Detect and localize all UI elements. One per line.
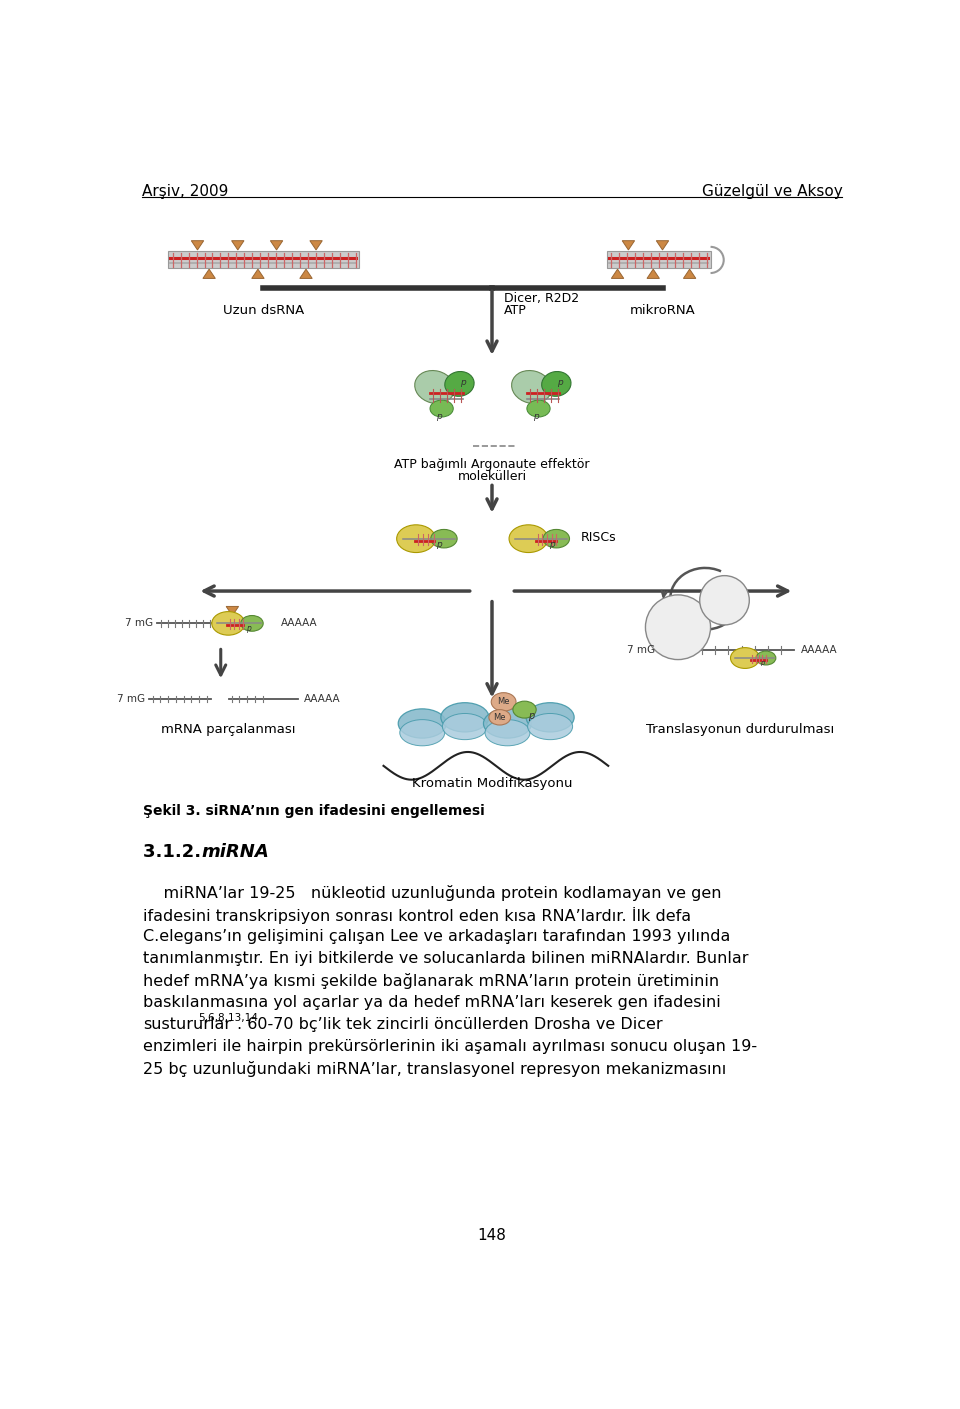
Text: mRNA parçalanması: mRNA parçalanması — [161, 723, 296, 737]
Text: p: p — [460, 378, 466, 387]
Text: Dicer, R2D2: Dicer, R2D2 — [504, 292, 579, 306]
Text: baskılanmasına yol açarlar ya da hedef mRNA’ları keserek gen ifadesini: baskılanmasına yol açarlar ya da hedef m… — [143, 995, 721, 1010]
Circle shape — [700, 576, 750, 626]
Polygon shape — [684, 269, 696, 279]
Ellipse shape — [526, 703, 574, 731]
Text: Translasyonun durdurulması: Translasyonun durdurulması — [646, 723, 834, 737]
Text: Şekil 3. siRNA’nın gen ifadesini engellemesi: Şekil 3. siRNA’nın gen ifadesini engelle… — [143, 805, 485, 819]
Ellipse shape — [431, 530, 457, 548]
Text: p: p — [549, 540, 555, 550]
Polygon shape — [612, 269, 624, 279]
Text: 7 mG: 7 mG — [117, 693, 146, 704]
Text: AAAAA: AAAAA — [303, 693, 340, 704]
Ellipse shape — [430, 400, 453, 417]
Text: p: p — [246, 624, 251, 633]
Ellipse shape — [509, 524, 548, 552]
Ellipse shape — [541, 372, 571, 396]
Ellipse shape — [528, 713, 572, 740]
Text: Güzelgül ve Aksoy: Güzelgül ve Aksoy — [702, 185, 842, 200]
Text: AAAAA: AAAAA — [281, 619, 318, 628]
Ellipse shape — [443, 713, 488, 740]
Polygon shape — [310, 241, 323, 249]
Text: ATP: ATP — [504, 304, 526, 317]
Text: RISCs: RISCs — [581, 531, 616, 544]
Text: p: p — [437, 411, 443, 421]
Text: enzimleri ile hairpin prekürsörlerinin iki aşamalı ayrılması sonucu oluşan 19-: enzimleri ile hairpin prekürsörlerinin i… — [143, 1038, 757, 1054]
Ellipse shape — [241, 616, 263, 631]
Text: AAAAA: AAAAA — [801, 645, 837, 655]
Ellipse shape — [212, 612, 245, 635]
Ellipse shape — [396, 524, 436, 552]
Text: Me: Me — [493, 713, 506, 721]
Polygon shape — [231, 241, 244, 249]
Text: p: p — [437, 540, 443, 550]
Ellipse shape — [441, 703, 489, 731]
Polygon shape — [203, 269, 215, 279]
Ellipse shape — [492, 693, 516, 712]
Ellipse shape — [489, 710, 511, 726]
Text: 5,6,8,13,14: 5,6,8,13,14 — [199, 1013, 258, 1023]
Text: 25 bç uzunluğundaki miRNA’lar, translasyonel represyon mekanizmasını: 25 bç uzunluğundaki miRNA’lar, translasy… — [143, 1061, 727, 1076]
Text: Arşiv, 2009: Arşiv, 2009 — [142, 185, 228, 200]
Ellipse shape — [444, 372, 474, 396]
FancyBboxPatch shape — [607, 251, 710, 268]
Text: 7 mG: 7 mG — [125, 619, 154, 628]
Text: ifadesini transkripsiyon sonrası kontrol eden kısa RNA’lardır. İlk defa: ifadesini transkripsiyon sonrası kontrol… — [143, 907, 691, 924]
Ellipse shape — [543, 530, 569, 548]
Ellipse shape — [398, 709, 446, 738]
Ellipse shape — [756, 651, 776, 665]
Text: p: p — [534, 411, 540, 421]
Text: Uzun dsRNA: Uzun dsRNA — [223, 304, 304, 317]
Polygon shape — [657, 241, 669, 249]
Text: 7 mG: 7 mG — [627, 645, 655, 655]
Ellipse shape — [527, 400, 550, 417]
Ellipse shape — [513, 702, 537, 719]
FancyBboxPatch shape — [168, 251, 359, 268]
Text: C.elegans’ın gelişimini çalışan Lee ve arkadaşları tarafından 1993 yılında: C.elegans’ın gelişimini çalışan Lee ve a… — [143, 929, 731, 944]
Ellipse shape — [731, 648, 759, 668]
Text: miRNA: miRNA — [202, 843, 269, 861]
Text: p: p — [528, 710, 534, 721]
Text: miRNA’lar 19-25   nükleotid uzunluğunda protein kodlamayan ve gen: miRNA’lar 19-25 nükleotid uzunluğunda pr… — [143, 885, 722, 902]
Text: sustururlar: sustururlar — [143, 1017, 231, 1031]
Polygon shape — [271, 241, 283, 249]
Polygon shape — [227, 606, 239, 616]
Polygon shape — [191, 241, 204, 249]
Ellipse shape — [485, 720, 530, 745]
Polygon shape — [252, 269, 264, 279]
Text: 3.1.2.: 3.1.2. — [143, 843, 207, 861]
Text: Kromatin Modifikasyonu: Kromatin Modifikasyonu — [412, 778, 572, 790]
Polygon shape — [647, 269, 660, 279]
Text: p: p — [760, 659, 764, 665]
Polygon shape — [622, 241, 635, 249]
Text: Me: Me — [497, 697, 510, 706]
Ellipse shape — [399, 720, 444, 745]
Text: ATP bağımlı Argonaute effektör: ATP bağımlı Argonaute effektör — [395, 458, 589, 471]
Polygon shape — [300, 269, 312, 279]
Text: mikroRNA: mikroRNA — [630, 304, 695, 317]
Text: . 60-70 bç’lik tek zincirli öncüllerden Drosha ve Dicer: . 60-70 bç’lik tek zincirli öncüllerden … — [237, 1017, 662, 1031]
Circle shape — [645, 595, 710, 659]
Text: molekülleri: molekülleri — [457, 471, 527, 483]
Text: 148: 148 — [477, 1227, 507, 1243]
Text: p: p — [557, 378, 563, 387]
Text: hedef mRNA’ya kısmi şekilde bağlanarak mRNA’ların protein üretiminin: hedef mRNA’ya kısmi şekilde bağlanarak m… — [143, 974, 719, 989]
Ellipse shape — [415, 371, 455, 403]
Text: tanımlanmıştır. En iyi bitkilerde ve solucanlarda bilinen miRNAlardır. Bunlar: tanımlanmıştır. En iyi bitkilerde ve sol… — [143, 951, 749, 967]
Ellipse shape — [484, 709, 532, 738]
Ellipse shape — [512, 371, 551, 403]
